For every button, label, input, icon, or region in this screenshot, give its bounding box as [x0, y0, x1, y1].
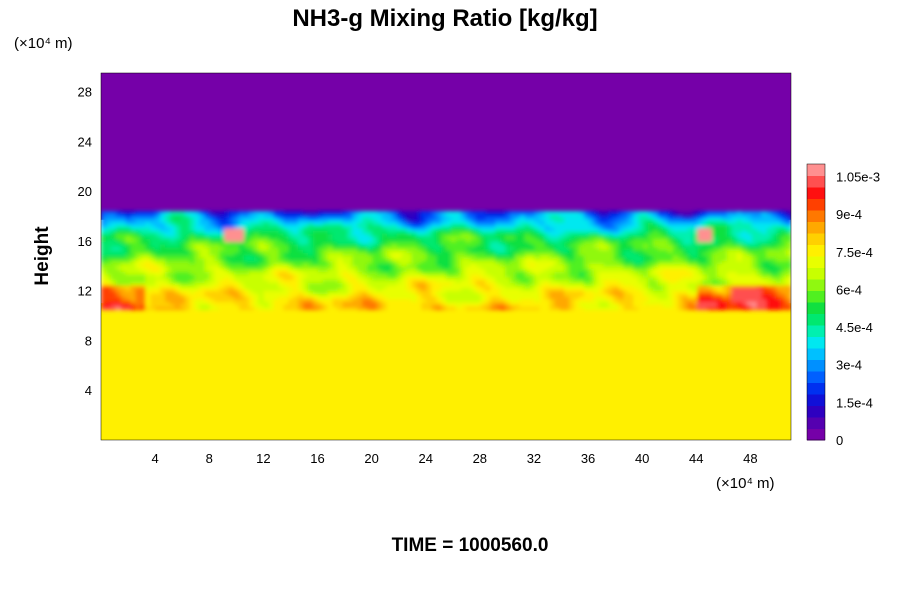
x-tick-label: 44	[689, 451, 703, 466]
time-label: TIME = 1000560.0	[392, 535, 549, 556]
colorbar-swatch	[807, 371, 825, 383]
y-tick-label: 8	[85, 333, 92, 348]
plot-area	[101, 73, 791, 440]
x-tick-label: 16	[310, 451, 324, 466]
x-tick-label: 4	[152, 451, 159, 466]
colorbar-swatch	[807, 164, 825, 176]
colorbar-swatch	[807, 428, 825, 441]
colorbar-swatch	[807, 348, 825, 360]
colorbar-swatch	[807, 290, 825, 303]
x-tick-label: 8	[206, 451, 213, 466]
colorbar-swatch	[807, 325, 825, 337]
x-tick-label: 24	[418, 451, 432, 466]
x-tick-label: 20	[364, 451, 378, 466]
colorbar-label: 0	[836, 433, 843, 448]
y-tick-label: 16	[78, 234, 92, 249]
y-tick-label: 28	[78, 85, 92, 100]
mixing-layer	[101, 211, 791, 311]
x-tick-label: 36	[581, 451, 595, 466]
y-axis-label: Height	[32, 226, 53, 286]
y-tick-label: 4	[85, 383, 92, 398]
colorbar-swatch	[807, 198, 825, 211]
colorbar-swatch	[807, 302, 825, 314]
x-axis-ticks: 4 8 12 16 20 24 28 32 36 40 44 48	[152, 451, 758, 466]
x-tick-label: 32	[527, 451, 541, 466]
colorbar-swatch	[807, 279, 825, 291]
colorbar-label: 1.05e-3	[836, 170, 880, 185]
y-tick-label: 20	[78, 184, 92, 199]
colorbar-swatch	[807, 221, 825, 234]
colorbar	[806, 163, 826, 441]
y-axis-unit: (×10⁴ m)	[14, 35, 73, 52]
colorbar-swatch	[807, 233, 825, 245]
colorbar-swatch	[807, 256, 825, 268]
colorbar-swatch	[807, 244, 825, 257]
x-axis-unit: (×10⁴ m)	[716, 475, 775, 492]
colorbar-swatch	[807, 417, 825, 429]
colorbar-swatch	[807, 187, 825, 199]
colorbar-swatch	[807, 394, 825, 406]
colorbar-label: 6e-4	[836, 282, 862, 297]
upper-layer	[101, 73, 791, 220]
colorbar-swatch	[807, 336, 825, 349]
colorbar-frame	[806, 163, 826, 441]
colorbar-swatch	[807, 267, 825, 280]
y-axis-ticks: 4 8 12 16 20 24 28	[78, 85, 92, 399]
colorbar-label: 3e-4	[836, 358, 862, 373]
colorbar-labels: 0 1.5e-4 3e-4 4.5e-4 6e-4 7.5e-4 9e-4 1.05e-3	[836, 170, 880, 448]
y-tick-label: 24	[78, 134, 92, 149]
colorbar-swatch	[807, 210, 825, 222]
x-tick-label: 12	[256, 451, 270, 466]
chart-title: NH3-g Mixing Ratio [kg/kg]	[292, 5, 597, 32]
plot-frame	[100, 72, 792, 441]
colorbar-swatch	[807, 405, 825, 418]
y-tick-label: 12	[78, 284, 92, 299]
colorbar-label: 9e-4	[836, 207, 862, 222]
colorbar-swatch	[807, 313, 825, 326]
colorbar-swatch	[807, 175, 825, 188]
x-tick-label: 28	[473, 451, 487, 466]
colorbar-label: 4.5e-4	[836, 320, 873, 335]
x-tick-label: 40	[635, 451, 649, 466]
colorbar-swatch	[807, 359, 825, 372]
colorbar-swatch	[807, 382, 825, 395]
colorbar-label: 1.5e-4	[836, 395, 873, 410]
colorbar-label: 7.5e-4	[836, 245, 873, 260]
x-tick-label: 48	[743, 451, 757, 466]
lower-layer	[101, 303, 791, 440]
